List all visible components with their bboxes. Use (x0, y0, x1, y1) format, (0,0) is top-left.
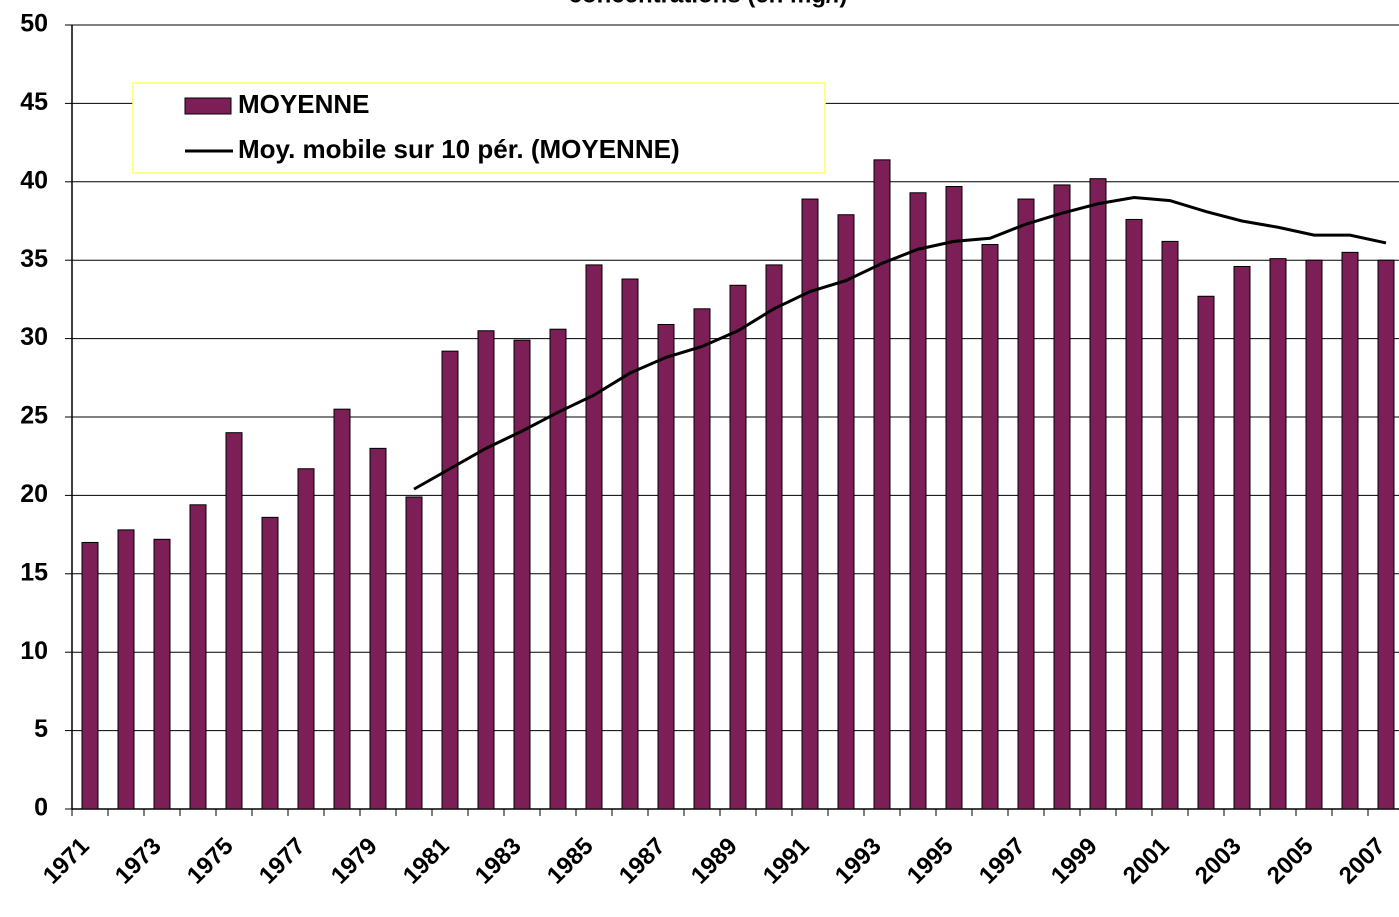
bar (333, 408, 351, 810)
bar (909, 192, 927, 810)
y-tick-label: 50 (20, 10, 48, 38)
y-tick-label: 5 (34, 715, 48, 743)
bar (945, 186, 963, 810)
bar (405, 496, 423, 810)
bar (81, 541, 99, 810)
legend-swatch (184, 97, 232, 115)
bar (1125, 218, 1143, 810)
y-tick-label: 10 (20, 637, 48, 665)
bar (153, 538, 171, 810)
y-tick-label: 15 (20, 558, 48, 586)
bar (261, 516, 279, 810)
y-tick-label: 45 (20, 88, 48, 116)
bar (765, 264, 783, 810)
bar (801, 198, 819, 810)
legend-label: MOYENNE (238, 89, 369, 119)
bar (873, 159, 891, 810)
bar (693, 308, 711, 810)
bar (1161, 240, 1179, 810)
bar (513, 339, 531, 810)
bar (369, 447, 387, 810)
bar (981, 244, 999, 810)
y-tick-label: 20 (20, 480, 48, 508)
bar (1233, 265, 1251, 810)
chart-title: concentrations (en mg/l) (569, 0, 848, 8)
y-tick-label: 35 (20, 245, 48, 273)
bar (729, 284, 747, 810)
bar (1377, 259, 1395, 810)
bar (1053, 184, 1071, 810)
y-tick-label: 30 (20, 323, 48, 351)
bar (441, 350, 459, 810)
bar (225, 432, 243, 810)
bar (621, 278, 639, 810)
moving-average-line (413, 195, 1387, 491)
y-tick-label: 0 (34, 794, 48, 822)
bar (297, 468, 315, 810)
bar (837, 214, 855, 810)
bar (1089, 178, 1107, 810)
bar (1269, 258, 1287, 810)
bar (189, 504, 207, 810)
legend-box (132, 82, 826, 174)
bar (657, 323, 675, 810)
bar (117, 529, 135, 810)
bar (1305, 259, 1323, 810)
bar (549, 328, 567, 810)
bar (1017, 198, 1035, 810)
bar (1197, 295, 1215, 810)
bar (477, 330, 495, 810)
y-tick-label: 40 (20, 166, 48, 194)
bar (1341, 251, 1359, 810)
bar (585, 264, 603, 810)
legend-label: Moy. mobile sur 10 pér. (MOYENNE) (238, 134, 680, 164)
y-tick-label: 25 (20, 402, 48, 430)
